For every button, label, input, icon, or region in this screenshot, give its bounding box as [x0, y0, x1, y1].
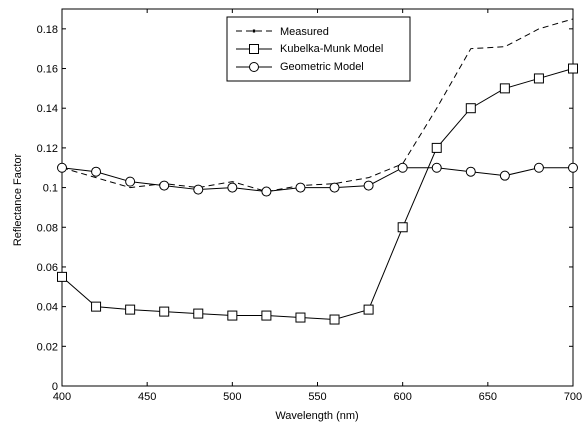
data-point: [159, 306, 170, 317]
data-point: [465, 166, 476, 177]
data-point: [465, 103, 476, 114]
data-point: [193, 308, 204, 319]
data-point: [499, 170, 510, 181]
series-line: [61, 68, 574, 321]
data-point: [193, 184, 204, 195]
y-tick-label: 0.08: [37, 222, 58, 234]
series-line: [61, 18, 574, 193]
legend-dot: [252, 29, 256, 33]
legend-label-measured: Measured: [280, 26, 329, 38]
data-point: [363, 180, 374, 191]
series-1: [57, 63, 578, 325]
y-tick-label: 0.16: [37, 64, 58, 76]
data-point: [397, 222, 408, 233]
legend-marker: [249, 62, 259, 72]
data-point: [329, 314, 340, 325]
x-tick-label: 450: [138, 391, 156, 403]
data-point: [125, 176, 136, 187]
x-axis-title: Wavelength (nm): [275, 410, 358, 422]
data-point: [431, 142, 442, 153]
data-point: [57, 162, 67, 173]
legend-items: [236, 29, 272, 72]
legend-label-geometric: Geometric Model: [280, 61, 364, 73]
legend-marker: [249, 44, 259, 54]
data-point: [568, 162, 578, 173]
legend: Measured Kubelka-Munk Model Geometric Mo…: [226, 16, 411, 82]
x-tick-label: 700: [564, 391, 582, 403]
y-tick-label: 0.18: [37, 24, 58, 36]
series-line: [61, 167, 573, 193]
data-point: [295, 182, 306, 193]
data-point: [159, 180, 170, 191]
y-tick-label: 0.02: [37, 341, 58, 353]
y-tick-label: 0: [52, 381, 58, 393]
x-tick-label: 650: [479, 391, 497, 403]
series-2: [57, 162, 578, 197]
x-tick-label: 600: [393, 391, 411, 403]
data-point: [363, 304, 374, 315]
data-point: [261, 310, 272, 321]
data-point: [227, 182, 238, 193]
data-point: [227, 310, 238, 321]
y-tick-label: 0.14: [37, 103, 58, 115]
data-point: [329, 182, 340, 193]
x-tick-label: 400: [53, 391, 71, 403]
y-tick-label: 0.1: [43, 183, 58, 195]
data-point: [295, 312, 306, 323]
data-point: [533, 162, 544, 173]
x-tick-label: 500: [223, 391, 241, 403]
series-layer: [57, 18, 578, 325]
x-tick-label: 550: [308, 391, 326, 403]
series-0: [61, 18, 574, 193]
axis-ticks: 400 450 500 550 600 650 700 0 0.02 0.04 0.06 0.08 0.…: [37, 9, 582, 403]
data-point: [431, 162, 442, 173]
y-tick-label: 0.04: [37, 302, 58, 314]
y-axis-title: Reflectance Factor: [12, 154, 24, 247]
data-point: [499, 83, 510, 94]
data-point: [91, 166, 102, 177]
data-point: [568, 63, 578, 74]
data-point: [125, 304, 136, 315]
data-point: [261, 186, 272, 197]
legend-label-kubelka-munk: Kubelka-Munk Model: [280, 43, 383, 55]
data-point: [91, 301, 102, 312]
data-point: [397, 162, 408, 173]
data-point: [57, 271, 67, 282]
y-tick-label: 0.06: [37, 262, 58, 274]
data-point: [533, 73, 544, 84]
y-tick-label: 0.12: [37, 143, 58, 155]
